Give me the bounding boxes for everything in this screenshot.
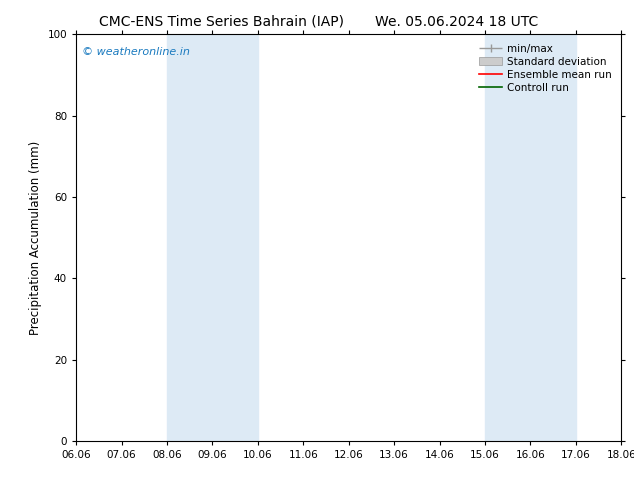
Bar bbox=[485, 34, 531, 441]
Legend: min/max, Standard deviation, Ensemble mean run, Controll run: min/max, Standard deviation, Ensemble me… bbox=[475, 40, 616, 97]
Text: We. 05.06.2024 18 UTC: We. 05.06.2024 18 UTC bbox=[375, 15, 538, 29]
Y-axis label: Precipitation Accumulation (mm): Precipitation Accumulation (mm) bbox=[29, 141, 42, 335]
Text: CMC-ENS Time Series Bahrain (IAP): CMC-ENS Time Series Bahrain (IAP) bbox=[100, 15, 344, 29]
Bar bbox=[167, 34, 212, 441]
Bar bbox=[531, 34, 576, 441]
Text: © weatheronline.in: © weatheronline.in bbox=[82, 47, 190, 56]
Bar bbox=[212, 34, 258, 441]
